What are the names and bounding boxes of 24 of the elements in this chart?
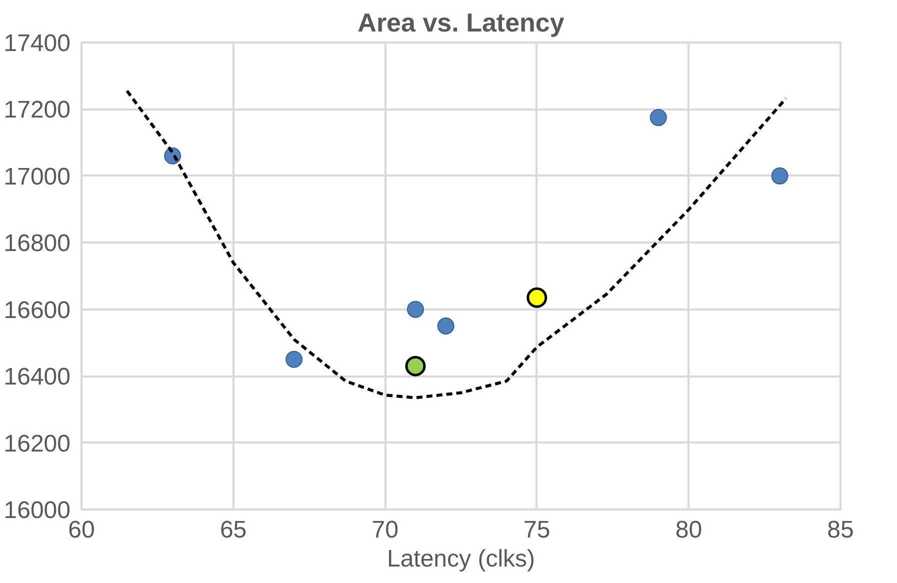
y-tick-label: 17400 — [4, 30, 71, 57]
x-tick-label: 60 — [68, 516, 95, 544]
y-tick-label: 16400 — [4, 364, 71, 391]
point — [526, 287, 548, 308]
x-axis-title: Latency (clks) — [386, 546, 536, 572]
x-tick-label: 70 — [372, 516, 398, 544]
y-tick-label: 17000 — [4, 163, 71, 190]
y-tick-label: 16600 — [4, 296, 71, 324]
y-tick-label: 16200 — [4, 430, 71, 458]
x-tick-label: 75 — [524, 516, 550, 544]
x-tick-label: 80 — [675, 516, 702, 544]
chart-title: Area vs. Latency — [358, 8, 565, 38]
line-series — [126, 89, 788, 400]
point — [286, 350, 303, 368]
point — [437, 318, 454, 335]
x-tick-label: 65 — [220, 516, 247, 544]
x-tick-label: 85 — [827, 516, 854, 544]
point — [406, 300, 424, 318]
point — [650, 109, 667, 126]
y-tick-label: 17200 — [4, 96, 71, 124]
point — [405, 356, 426, 376]
y-tick-label: 16000 — [4, 497, 71, 524]
point — [771, 167, 788, 184]
y-tick-label: 16800 — [4, 230, 71, 258]
